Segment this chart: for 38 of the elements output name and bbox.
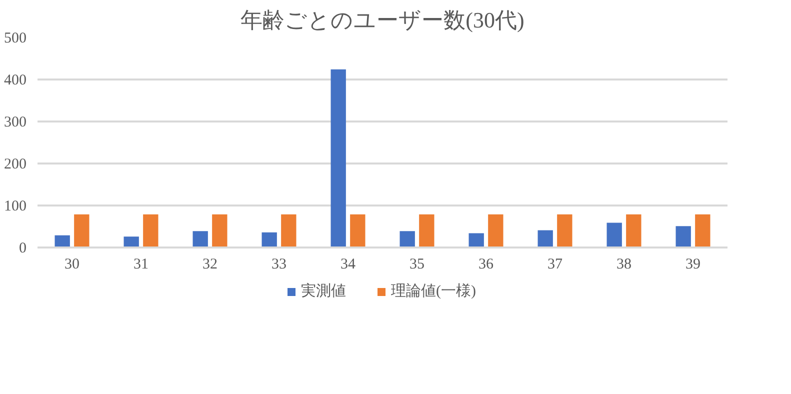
y-tick-label: 100 <box>4 198 26 214</box>
bar <box>192 231 208 248</box>
bar <box>350 214 366 248</box>
y-tick-label: 0 <box>19 240 26 256</box>
bar <box>488 214 504 248</box>
x-tick-label: 35 <box>410 256 424 272</box>
y-tick-label: 400 <box>4 72 26 88</box>
x-tick-label: 33 <box>272 256 286 272</box>
x-tick-label: 31 <box>134 256 148 272</box>
x-tick-label: 34 <box>340 256 356 272</box>
bar <box>419 214 434 248</box>
y-tick-label: 300 <box>4 114 26 130</box>
bar <box>468 233 484 248</box>
x-tick-label: 36 <box>478 256 494 272</box>
bar <box>212 214 228 248</box>
bar <box>400 231 415 248</box>
y-tick-label: 500 <box>4 30 26 46</box>
x-tick-label: 32 <box>202 256 218 272</box>
chart-title: 年齢ごとのユーザー数(30代) <box>240 8 524 32</box>
bar <box>124 236 139 248</box>
legend-label: 理論値(一様) <box>391 282 476 300</box>
x-tick-label: 39 <box>686 256 700 272</box>
bar <box>676 226 691 248</box>
bar <box>74 214 90 248</box>
bar <box>262 232 277 248</box>
bar <box>281 214 296 248</box>
bar <box>606 222 622 248</box>
x-tick-label: 37 <box>548 256 563 272</box>
x-tick-label: 30 <box>64 256 80 272</box>
bar <box>538 230 553 248</box>
bar <box>557 214 572 248</box>
legend-label: 実測値 <box>301 282 346 300</box>
x-tick-label: 38 <box>616 256 632 272</box>
bar <box>143 214 158 248</box>
bar <box>626 214 642 248</box>
bar <box>695 214 710 248</box>
bar <box>330 69 346 248</box>
y-tick-label: 200 <box>4 156 26 172</box>
